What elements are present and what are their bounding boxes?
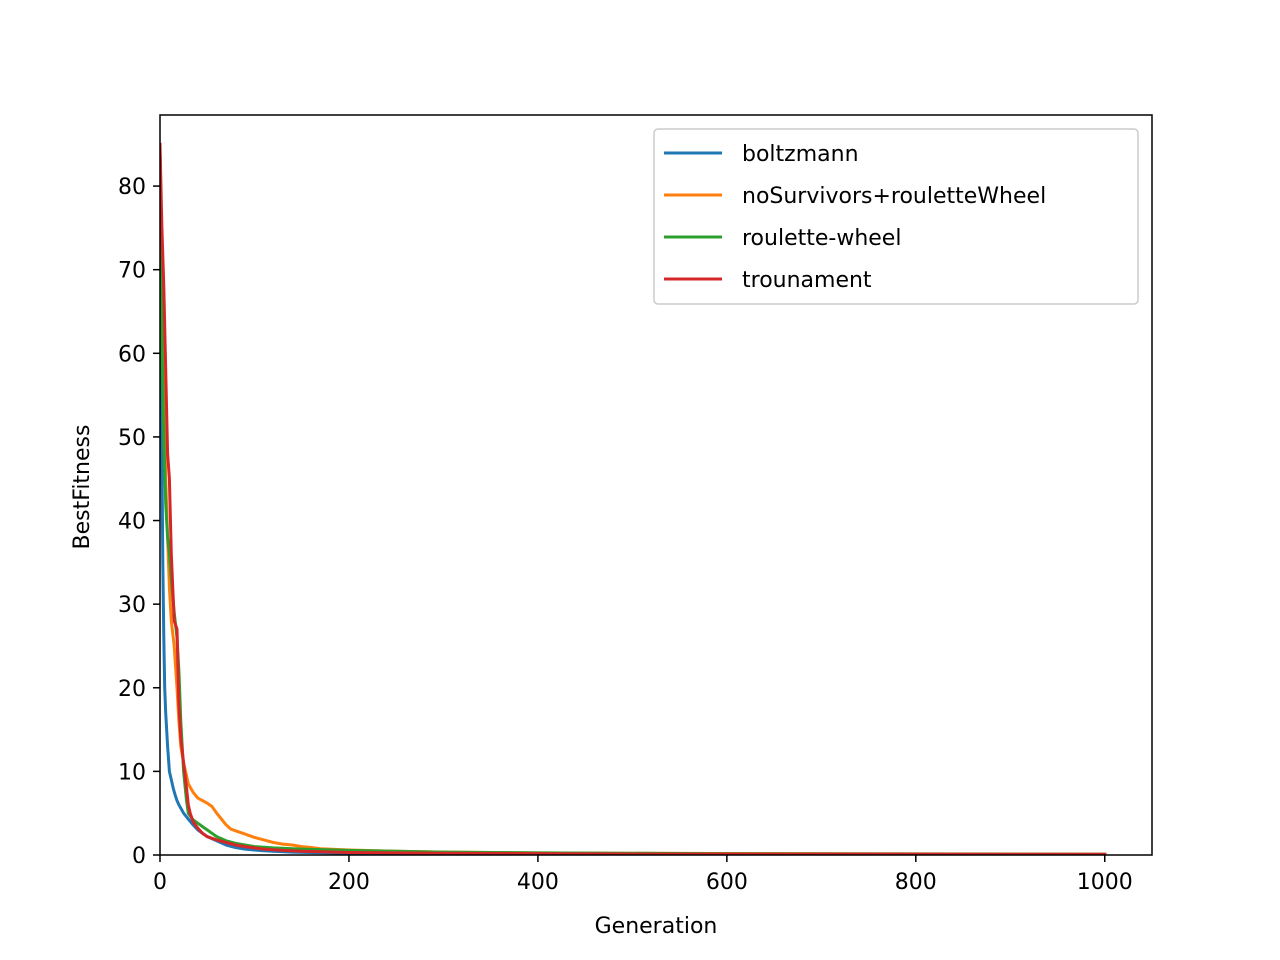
x-tick-label: 1000: [1077, 870, 1133, 895]
y-tick-label: 30: [118, 593, 146, 618]
series-line-roulette-wheel: [160, 151, 1107, 855]
legend: boltzmann noSurvivors+rouletteWheel roulet…: [653, 128, 1139, 305]
x-tick-label: 0: [153, 870, 167, 895]
series-line-boltzmann: [160, 151, 1107, 855]
y-axis-title: BestFitness: [70, 425, 95, 550]
y-tick-label: 20: [118, 677, 146, 702]
legend-label: roulette-wheel: [742, 226, 901, 251]
y-tick-label: 50: [118, 426, 146, 451]
series-layer: [160, 142, 1107, 855]
legend-label: boltzmann: [742, 142, 859, 167]
legend-box: [653, 128, 1139, 305]
x-tick-label: 200: [328, 870, 370, 895]
y-tick-label: 40: [118, 510, 146, 535]
x-axis-title: Generation: [595, 914, 718, 939]
legend-label: noSurvivors+rouletteWheel: [742, 184, 1046, 209]
y-tick-label: 60: [118, 342, 146, 367]
legend-label: trounament: [742, 268, 872, 293]
series-line-trounament: [160, 142, 1107, 855]
plot-frame: [159, 114, 1153, 856]
x-axis: 0 200 400 600 800 1000: [153, 855, 1133, 895]
x-tick-label: 400: [517, 870, 559, 895]
y-tick-label: 80: [118, 175, 146, 200]
y-tick-label: 0: [132, 844, 146, 869]
y-tick-label: 10: [118, 760, 146, 785]
y-axis: 0 10 20 30 40 50 60 70 80: [118, 175, 160, 869]
x-tick-label: 600: [706, 870, 748, 895]
y-tick-label: 70: [118, 259, 146, 284]
x-tick-label: 800: [895, 870, 937, 895]
